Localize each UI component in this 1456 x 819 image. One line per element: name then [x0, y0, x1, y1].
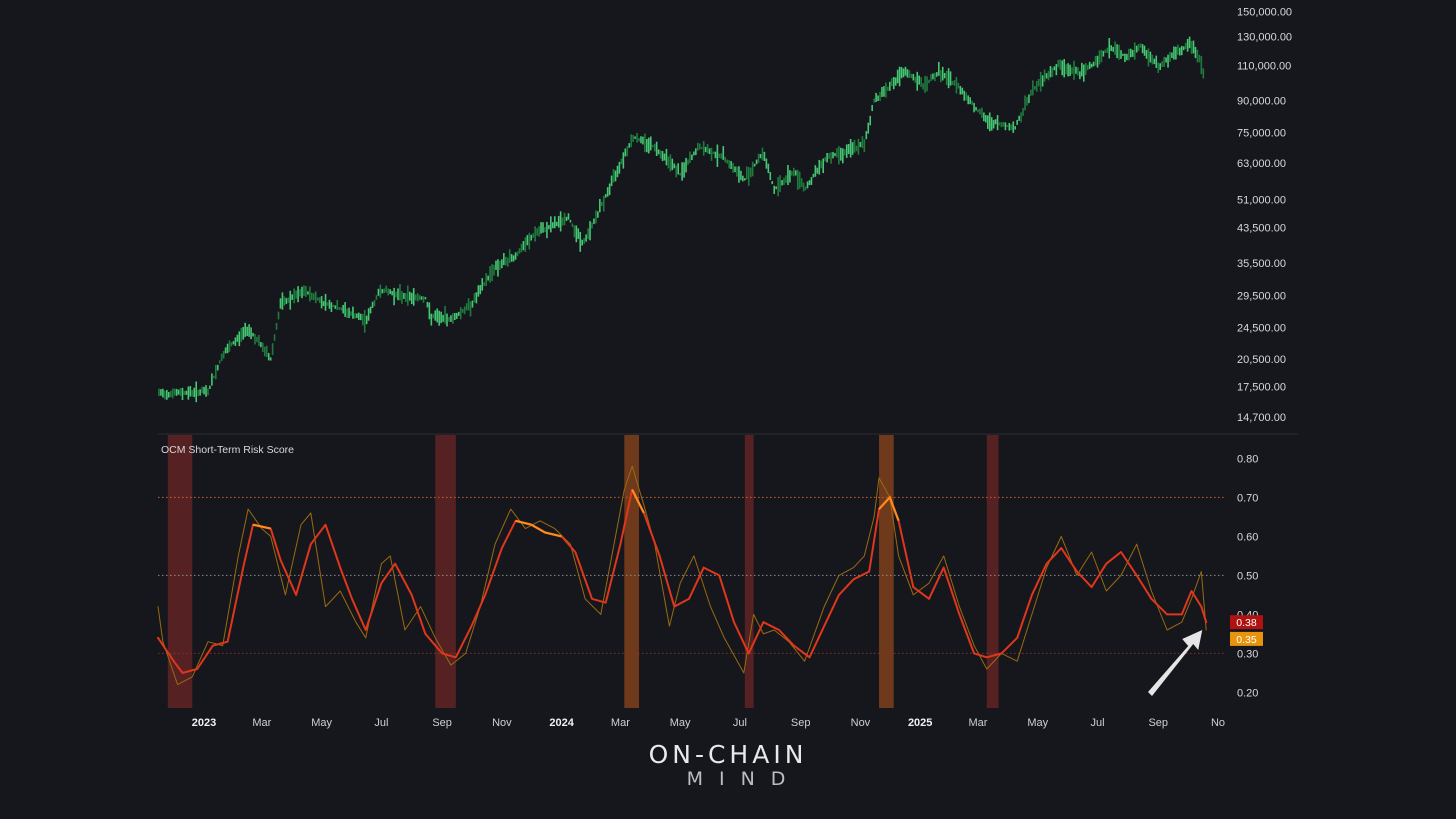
- risk-shaded-zone: [167, 435, 193, 708]
- x-axis-tick-label: Jul: [733, 717, 747, 729]
- annotation-arrow: [1148, 630, 1203, 696]
- risk-shaded-zone: [986, 435, 999, 708]
- risk-panel-title: OCM Short-Term Risk Score: [161, 444, 294, 456]
- risk-shaded-zone: [744, 435, 754, 708]
- x-axis-tick-label: Sep: [432, 717, 452, 729]
- brand-logo-line-2: MIND: [686, 768, 802, 790]
- x-axis-tick-label: Sep: [1148, 717, 1168, 729]
- risk-value-label: 0.38: [1236, 617, 1257, 629]
- risk-axis-tick-label: 0.30: [1237, 648, 1258, 660]
- x-axis-tick-label: Nov: [851, 717, 871, 729]
- risk-axis-tick-label: 0.80: [1237, 453, 1258, 465]
- risk-high-segment: [631, 489, 645, 514]
- price-axis-tick-label: 20,500.00: [1237, 354, 1286, 366]
- price-axis-tick-label: 24,500.00: [1237, 323, 1286, 335]
- risk-shaded-zone: [435, 435, 456, 708]
- x-axis-tick-label: 2023: [192, 717, 216, 729]
- risk-value-badge: [1230, 631, 1263, 646]
- risk-high-segment: [878, 495, 900, 522]
- risk-shaded-zone: [879, 435, 894, 708]
- x-axis-tick-label: Mar: [252, 717, 271, 729]
- x-axis-tick-label: Jul: [374, 717, 388, 729]
- risk-value-label: 0.35: [1236, 634, 1257, 646]
- price-axis-tick-label: 130,000.00: [1237, 31, 1292, 43]
- price-axis-tick-label: 110,000.00: [1237, 60, 1291, 72]
- risk-smoothed-line: [157, 488, 1208, 674]
- risk-raw-line: [157, 465, 1207, 686]
- risk-shaded-zone: [624, 435, 640, 708]
- price-axis-tick-label: 150,000.00: [1237, 6, 1292, 18]
- x-axis-tick-label: Jul: [1090, 717, 1104, 729]
- x-axis-tick-label: Mar: [611, 717, 630, 729]
- price-panel: 150,000.00 130,000.00 110,000.00 90,000.00 7…: [158, 6, 1292, 424]
- risk-axis-tick-label: 0.20: [1237, 687, 1258, 699]
- x-axis: 2023 Mar May Jul Sep Nov 2024 Mar May Jul Sep Nov 20…: [192, 717, 1225, 729]
- x-axis-tick-label: May: [311, 717, 332, 729]
- risk-axis-tick-label: 0.70: [1237, 492, 1258, 504]
- price-axis-tick-label: 75,000.00: [1237, 127, 1286, 139]
- price-axis-tick-label: 51,000.00: [1237, 195, 1286, 207]
- x-axis-tick-label: 2025: [908, 717, 932, 729]
- price-axis-tick-label: 35,500.00: [1237, 258, 1286, 270]
- price-axis-tick-label: 14,700.00: [1237, 412, 1286, 424]
- x-axis-tick-label: Mar: [969, 717, 988, 729]
- x-axis-tick-label: May: [1027, 717, 1048, 729]
- price-axis-tick-label: 17,500.00: [1237, 382, 1286, 394]
- risk-high-segment: [515, 519, 562, 538]
- brand-logo-line-1: ON-CHAIN: [648, 740, 808, 769]
- x-axis-tick-label: Sep: [791, 717, 811, 729]
- x-axis-tick-label: 2024: [549, 717, 574, 729]
- risk-axis-tick-label: 0.50: [1237, 570, 1258, 582]
- price-axis-tick-label: 90,000.00: [1237, 95, 1286, 107]
- x-axis-tick-label: Nov: [492, 717, 512, 729]
- x-axis-tick-label: No: [1211, 717, 1225, 729]
- price-axis-tick-label: 63,000.00: [1237, 158, 1286, 170]
- price-axis-tick-label: 43,500.00: [1237, 222, 1286, 234]
- x-axis-tick-label: May: [670, 717, 691, 729]
- price-axis-tick-label: 29,500.00: [1237, 290, 1286, 302]
- risk-value-badge: [1230, 615, 1263, 630]
- risk-axis-tick-label: 0.60: [1237, 531, 1258, 543]
- risk-high-segment: [252, 523, 271, 530]
